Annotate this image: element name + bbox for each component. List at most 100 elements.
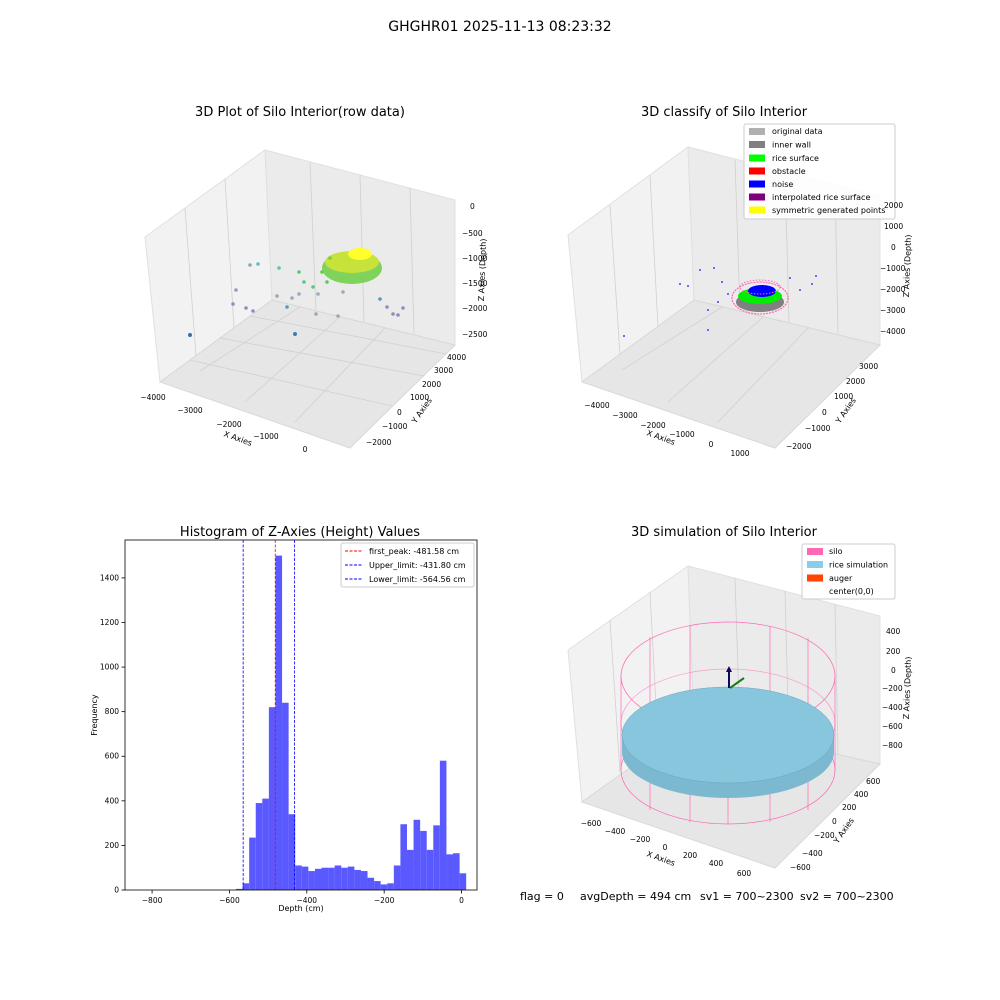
- sim3d-ytick: 400: [854, 790, 869, 799]
- sim3d-ztick: −800: [882, 741, 903, 750]
- classify3d-xtick: −3000: [612, 411, 638, 420]
- classify3d-points: [623, 267, 817, 337]
- classify3d-ytick: 0: [822, 408, 827, 417]
- sim3d-ztick: −600: [882, 722, 903, 731]
- legend-swatch-symmetric: [749, 206, 765, 214]
- sim3d-zticks: 400 200 0 −200 −400 −600 −800: [882, 627, 903, 750]
- hist-title: Histogram of Z-Axies (Height) Values: [180, 525, 420, 540]
- hist-bar: [393, 865, 401, 890]
- legend-label: center(0,0): [829, 587, 874, 596]
- legend-label: inner wall: [772, 141, 811, 150]
- raw3d-grid: [184, 161, 447, 423]
- classify3d-ztick: −1000: [880, 264, 906, 273]
- legend-swatch-auger: [807, 574, 823, 582]
- raw3d-ztick: −1000: [462, 254, 488, 263]
- legend-label: interpolated rice surface: [772, 193, 870, 202]
- raw3d-xticks: −4000 −3000 −2000 −1000 0: [140, 393, 307, 454]
- hist-ytick-label: 800: [105, 707, 120, 716]
- hist-bar: [400, 824, 407, 890]
- classify3d-ytick: −1000: [805, 424, 831, 433]
- raw3d-ztick: 0: [470, 202, 475, 211]
- hist-xtick-label: −600: [219, 896, 240, 905]
- raw3d-xtick: −4000: [140, 393, 166, 402]
- classify3d-ztick: −3000: [880, 306, 906, 315]
- sim3d-ytick: −400: [802, 849, 823, 858]
- classify3d-yticks: −2000 −1000 0 1000 2000 3000: [786, 362, 878, 451]
- sim3d-ytick: −200: [814, 831, 835, 840]
- sim3d-ztick: 0: [891, 666, 896, 675]
- classify3d-ztick: 1000: [884, 222, 903, 231]
- raw3d-xlabel: X Axies: [222, 429, 253, 448]
- hist-xtick-label: −200: [374, 896, 395, 905]
- hist-bar: [236, 888, 243, 890]
- raw3d-ztick: −1500: [462, 279, 488, 288]
- hist-bar: [380, 884, 388, 890]
- hist-bar: [282, 702, 289, 890]
- classify3d-zticks: 2000 1000 0 −1000 −2000 −3000 −4000: [880, 201, 906, 336]
- hist-bar: [453, 853, 460, 890]
- hist-xlabel: Depth (cm): [278, 904, 323, 913]
- status-line: flag = 0 avgDepth = 494 cm sv1 = 700~230…: [520, 890, 894, 903]
- raw3d-ztick: −2500: [462, 330, 488, 339]
- hist-bar: [249, 837, 256, 890]
- panel-sim3d: 3D simulation of Silo Interior: [567, 525, 913, 878]
- hist-bar: [459, 873, 467, 890]
- hist-bar: [301, 866, 309, 890]
- hist-bar: [341, 867, 348, 890]
- sim3d-title: 3D simulation of Silo Interior: [631, 525, 818, 540]
- hist-bar: [354, 869, 361, 890]
- hist-bar: [426, 849, 434, 890]
- hist-bar: [413, 819, 421, 890]
- hist-xtick-label: 0: [459, 896, 464, 905]
- sim3d-xtick: 600: [737, 869, 752, 878]
- classify3d-legend: original data inner wall rice surface ob…: [743, 123, 896, 220]
- status-avg-depth: avgDepth = 494 cm: [580, 890, 691, 903]
- sim3d-xtick: 400: [709, 859, 724, 868]
- hist-ylabel: Frequency: [90, 694, 99, 736]
- legend-label: obstacle: [772, 167, 806, 176]
- hist-ytick-label: 400: [105, 796, 120, 805]
- classify3d-pane-floor: [580, 299, 881, 449]
- classify3d-ztick: 0: [891, 243, 896, 252]
- hist-ytick-label: 600: [105, 752, 120, 761]
- hist-bars: [236, 555, 467, 890]
- hist-bar: [242, 883, 250, 890]
- hist-bar: [439, 760, 447, 890]
- status-sv1: sv1 = 700~2300: [700, 890, 794, 903]
- sim3d-xtick: 0: [663, 843, 668, 852]
- legend-swatch-interpolated: [749, 193, 765, 201]
- sim3d-yticks: −600 −400 −200 0 200 400 600: [790, 777, 881, 872]
- hist-bar: [255, 803, 263, 890]
- hist-bar: [314, 868, 322, 890]
- auger-arm: [729, 677, 745, 689]
- raw3d-points: [188, 248, 405, 337]
- status-flag: flag = 0: [520, 890, 564, 903]
- legend-swatch-rice-simulation: [807, 561, 823, 568]
- hist-bar: [321, 867, 329, 890]
- hist-xtick-label: −400: [296, 896, 317, 905]
- raw3d-zlabel: Z Axies (Depth): [477, 238, 488, 301]
- sim3d-zlabel: Z Axies (Depth): [902, 656, 913, 719]
- hist-xticks: −800 −600 −400 −200 0: [142, 890, 464, 905]
- classify3d-ztick: −4000: [880, 327, 906, 336]
- raw3d-xtick: −3000: [177, 406, 203, 415]
- classify3d-ytick: 3000: [859, 362, 878, 371]
- legend-swatch-original-data: [749, 128, 765, 135]
- sim3d-ytick: 600: [866, 777, 881, 786]
- auger-head-icon: [726, 666, 732, 672]
- legend-label: original data: [772, 127, 823, 136]
- hist-bar: [308, 871, 315, 890]
- hist-bar: [275, 555, 283, 890]
- legend-label: rice simulation: [829, 561, 888, 570]
- hist-bar: [387, 883, 394, 890]
- figure-suptitle: GHGHR01 2025-11-13 08:23:32: [388, 19, 611, 35]
- hist-bar: [328, 867, 335, 890]
- classify3d-xticks: −4000 −3000 −2000 −1000 0 1000: [584, 401, 749, 458]
- sim3d-legend-box: [801, 543, 896, 600]
- classify3d-xtick: −2000: [640, 421, 666, 430]
- hist-ytick-label: 0: [114, 886, 119, 895]
- hist-bar: [446, 854, 454, 890]
- raw3d-xtick: −1000: [253, 432, 279, 441]
- raw3d-ytick: 2000: [422, 380, 441, 389]
- sim3d-xticks: −600 −400 −200 0 200 400 600: [581, 819, 752, 878]
